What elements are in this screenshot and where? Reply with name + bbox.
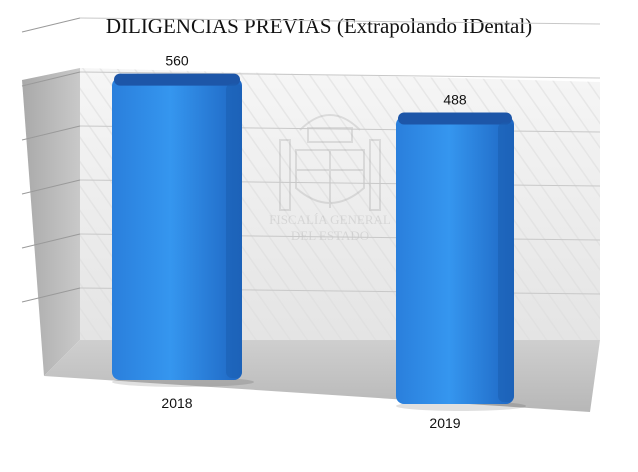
bar-2019 — [396, 112, 526, 411]
bar-2018 — [112, 73, 254, 387]
chart-title: DILIGENCIAS PREVIAS (Extrapolando IDenta… — [105, 14, 533, 38]
gridline — [79, 71, 601, 79]
watermark-emblem: FISCALÍA GENERAL DEL ESTADO — [269, 114, 391, 243]
watermark-text-line1: FISCALÍA GENERAL — [269, 212, 391, 227]
category-label-2019: 2019 — [429, 415, 460, 431]
labels: 560 2018 488 2019 — [161, 53, 466, 431]
category-label-2018: 2018 — [161, 395, 192, 411]
value-label-2019: 488 — [443, 91, 467, 107]
side-gridline — [21, 71, 81, 87]
side-gridline — [21, 17, 81, 33]
side-gridline — [21, 287, 81, 303]
side-wall — [22, 68, 80, 376]
value-label-2018: 560 — [165, 53, 189, 69]
side-gridline — [21, 233, 81, 249]
side-gridline — [21, 179, 81, 195]
bars — [112, 73, 526, 411]
watermark-text-line2: DEL ESTADO — [291, 228, 369, 243]
gridline — [79, 17, 601, 25]
side-gridline — [21, 125, 81, 141]
